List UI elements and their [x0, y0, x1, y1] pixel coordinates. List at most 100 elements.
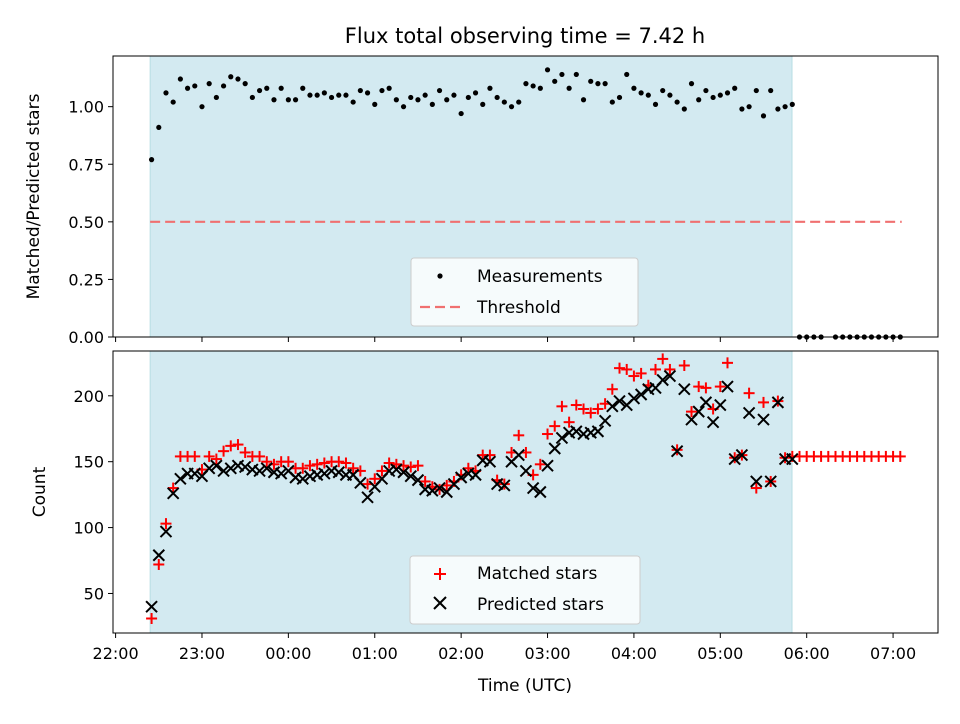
matched-star-point	[232, 439, 244, 451]
predicted-star-point	[202, 462, 216, 475]
predicted-star-point	[274, 467, 288, 480]
matched-star-point	[203, 450, 215, 462]
measurement-point	[645, 92, 651, 98]
measurement-point	[350, 99, 356, 105]
matched-star-point	[606, 383, 618, 395]
matched-star-point	[261, 456, 273, 468]
matched-star-point	[376, 465, 388, 477]
matched-star-point	[254, 450, 266, 462]
measurement-point	[148, 157, 155, 163]
top-y-tick-label: 0.25	[68, 270, 104, 289]
measurement-point	[184, 85, 191, 91]
matched-star-point	[347, 462, 359, 474]
measurement-point	[278, 85, 284, 91]
predicted-star-point	[692, 405, 705, 418]
measurement-point	[652, 101, 659, 107]
predicted-star-point	[361, 491, 374, 504]
measurement-point	[523, 81, 529, 87]
predicted-star-point	[526, 481, 540, 495]
measurement-point	[508, 104, 515, 110]
measurement-point	[580, 97, 587, 103]
predicted-star-point	[404, 469, 417, 483]
predicted-star-point	[706, 415, 720, 429]
matched-star-point	[513, 429, 525, 441]
measurement-point	[300, 85, 306, 91]
predicted-star-point	[541, 459, 554, 472]
measurement-point	[429, 101, 435, 107]
bottom-y-tick-label: 150	[73, 453, 104, 472]
measurement-point	[206, 81, 212, 87]
matched-star-point	[556, 400, 568, 412]
measurement-point	[444, 97, 450, 103]
matched-star-point	[578, 403, 590, 415]
predicted-star-point	[188, 467, 201, 480]
matched-star-point	[757, 396, 769, 408]
measurement-point	[616, 94, 623, 101]
measurement-point	[386, 85, 392, 91]
predicted-star-point	[166, 487, 180, 500]
matched-star-point	[628, 370, 640, 382]
predicted-star-point	[332, 466, 345, 479]
matched-star-point	[419, 475, 431, 487]
top-legend-box	[410, 257, 639, 327]
measurement-point	[199, 104, 205, 110]
predicted-star-point	[591, 425, 605, 438]
predicted-star-point	[318, 467, 331, 480]
predicted-star-point	[570, 425, 583, 438]
top-y-tick-label: 0.00	[68, 328, 104, 347]
predicted-star-point	[433, 481, 446, 495]
measurement-point	[235, 76, 241, 82]
bottom-axes-frame	[112, 350, 939, 634]
predicted-star-point	[174, 472, 187, 486]
measurement-point	[609, 99, 615, 105]
measurement-point	[717, 92, 723, 98]
matched-star-point	[340, 457, 352, 469]
predicted-star-point	[627, 392, 641, 405]
predicted-stars-points	[145, 369, 799, 613]
x-tick-label: 00:00	[265, 644, 311, 663]
measurement-point	[364, 90, 371, 96]
matched-star-point	[894, 450, 906, 462]
measurement-point	[559, 71, 565, 78]
measurement-point	[379, 87, 385, 94]
matched-star-point	[297, 462, 309, 474]
measurement-point	[487, 85, 493, 91]
predicted-star-point	[606, 400, 619, 413]
top-y-tick-label: 1.00	[68, 98, 104, 117]
predicted-star-point	[469, 468, 482, 482]
matched-star-point	[390, 458, 402, 470]
predicted-star-point	[354, 476, 367, 489]
top-legend: Measurements Threshold	[410, 257, 639, 327]
top-axes-frame	[112, 55, 939, 338]
measurement-point	[537, 85, 543, 91]
measurement-point	[494, 94, 500, 101]
matched-legend-marker	[434, 568, 446, 580]
measurement-point	[321, 90, 327, 96]
matched-star-point	[549, 420, 561, 432]
measurement-point	[552, 78, 558, 84]
measurement-point	[458, 110, 464, 117]
matched-star-point	[189, 450, 201, 462]
measurement-point	[228, 74, 234, 80]
x-tick-label: 23:00	[179, 644, 225, 663]
measurement-point	[372, 101, 378, 107]
predicted-star-point	[210, 459, 223, 472]
measurement-point	[775, 106, 781, 112]
predicted-star-point	[757, 413, 770, 426]
measurement-point	[588, 78, 594, 84]
predicted-star-point	[519, 464, 533, 478]
measurement-point	[156, 124, 162, 131]
top-y-tick-label: 0.50	[68, 213, 104, 232]
measurement-point	[566, 85, 572, 91]
predicted-star-point	[512, 448, 525, 462]
matched-star-point	[563, 416, 575, 428]
top-legend-label-measurements: Measurements	[477, 267, 603, 287]
measurement-point	[451, 92, 457, 98]
measurement-point	[710, 94, 716, 101]
predicted-star-point	[397, 466, 410, 479]
measurement-point	[480, 101, 486, 107]
top-y-ticks: 0.00 0.25 0.50 0.75 1.00	[68, 98, 113, 347]
x-tick-label: 22:00	[93, 644, 139, 663]
predicted-star-point	[634, 388, 648, 401]
